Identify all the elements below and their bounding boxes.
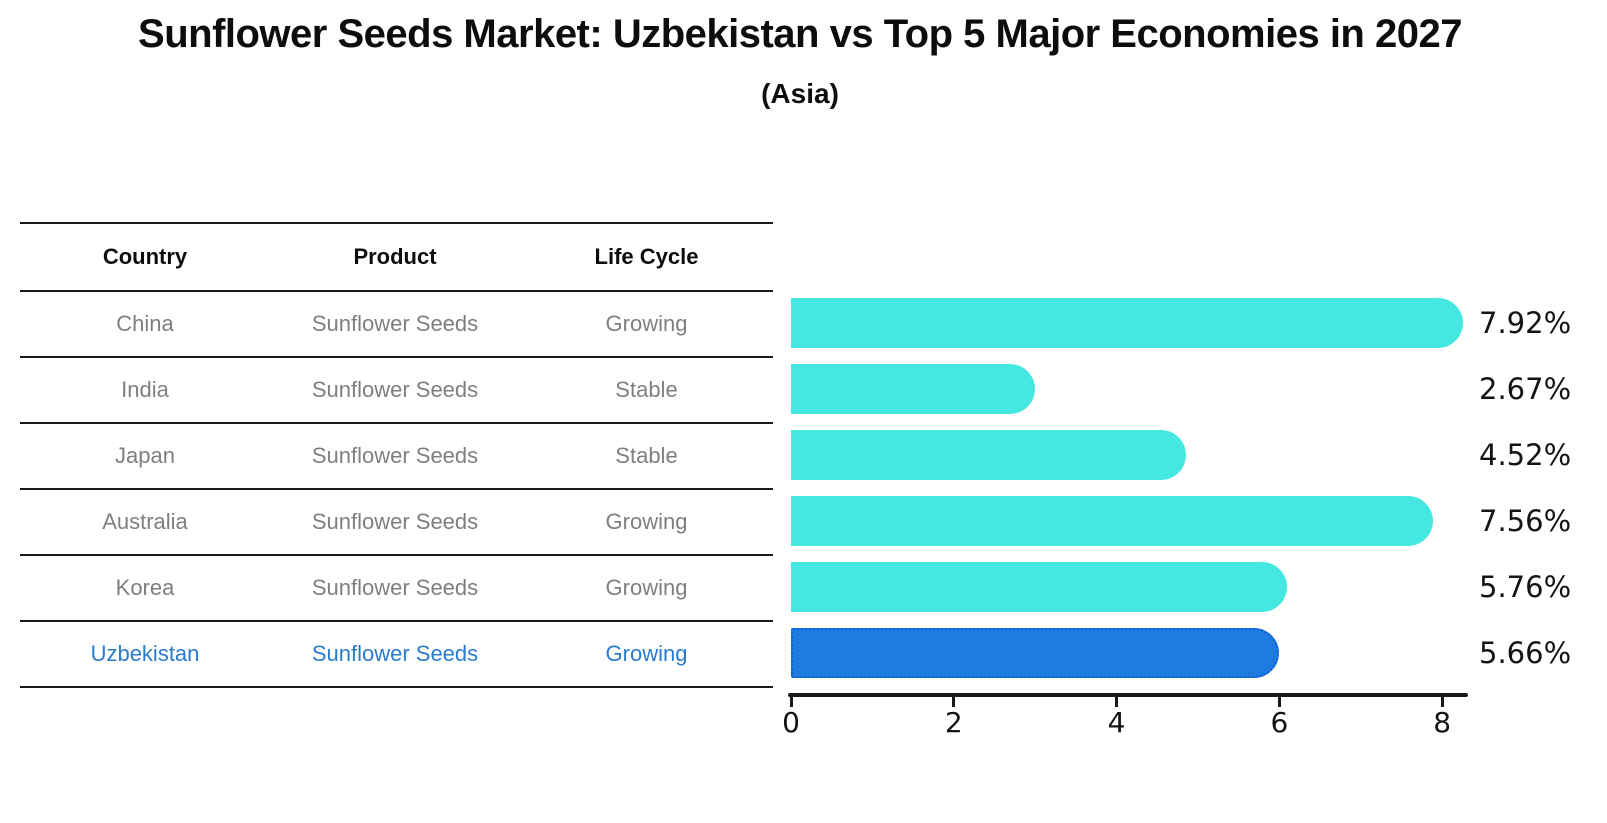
cell-product: Sunflower Seeds [311, 443, 479, 468]
cell-product: Sunflower Seeds [311, 575, 479, 600]
cell-product: Sunflower Seeds [311, 311, 479, 336]
cell-life-cycle: Growing [605, 575, 688, 600]
cell-life-cycle: Stable [615, 377, 678, 402]
cell-life-cycle: Growing [605, 311, 688, 336]
cell-product: Sunflower Seeds [311, 377, 479, 402]
x-axis-tick-label: 2 [944, 706, 963, 739]
cell-life-cycle: Stable [615, 443, 678, 468]
cell-life-cycle: Growing [605, 509, 688, 534]
table-row: India Sunflower Seeds Stable [20, 356, 773, 422]
x-axis-tick-label: 0 [782, 706, 800, 739]
x-axis-tick [952, 697, 956, 707]
cell-country: Japan [115, 443, 175, 468]
x-axis-tick [1440, 697, 1444, 707]
table-body: China Sunflower Seeds Growing India Sunf… [20, 290, 773, 686]
bar-value-label: 7.56% [1479, 504, 1572, 538]
bar [791, 430, 1186, 480]
column-header-life-cycle: Life Cycle [594, 244, 699, 269]
cell-product: Sunflower Seeds [311, 509, 479, 534]
table-row: China Sunflower Seeds Growing [20, 290, 773, 356]
cell-country: Uzbekistan [90, 641, 200, 666]
table-row: Australia Sunflower Seeds Growing [20, 488, 773, 554]
table-header-row: Country Product Life Cycle [20, 222, 773, 290]
cell-country: Korea [115, 575, 175, 600]
column-header-product: Product [353, 244, 437, 269]
bar [791, 628, 1279, 678]
table-row: Uzbekistan Sunflower Seeds Growing [20, 620, 773, 686]
bar-value-label: 7.92% [1479, 306, 1572, 340]
bar [791, 298, 1463, 348]
x-axis-tick-label: 4 [1107, 706, 1126, 739]
bar-value-label: 5.66% [1479, 636, 1572, 670]
x-axis-spine [788, 693, 1468, 697]
table-row: Japan Sunflower Seeds Stable [20, 422, 773, 488]
x-axis-tick [789, 697, 793, 707]
cell-life-cycle: Growing [605, 641, 688, 666]
cell-country: India [121, 377, 169, 402]
bar [791, 364, 1036, 414]
chart-subtitle: (Asia) [761, 78, 839, 109]
x-axis-tick-label: 6 [1270, 706, 1289, 739]
cell-country: Australia [102, 509, 188, 534]
bar [791, 496, 1434, 546]
country-data-table: Country Product Life Cycle China Sunflow… [20, 222, 773, 688]
column-header-country: Country [102, 244, 188, 269]
cell-product: Sunflower Seeds [311, 641, 479, 666]
bar [791, 562, 1287, 612]
table-row: Korea Sunflower Seeds Growing [20, 554, 773, 620]
x-axis-tick-label: 8 [1433, 706, 1452, 739]
bar-value-label: 2.67% [1479, 372, 1572, 406]
x-axis-tick [1277, 697, 1281, 707]
x-axis-tick [1115, 697, 1119, 707]
cell-country: China [116, 311, 174, 336]
bar-value-label: 4.52% [1479, 438, 1572, 472]
chart-title: Sunflower Seeds Market: Uzbekistan vs To… [138, 12, 1462, 56]
bar-value-label: 5.76% [1479, 570, 1572, 604]
